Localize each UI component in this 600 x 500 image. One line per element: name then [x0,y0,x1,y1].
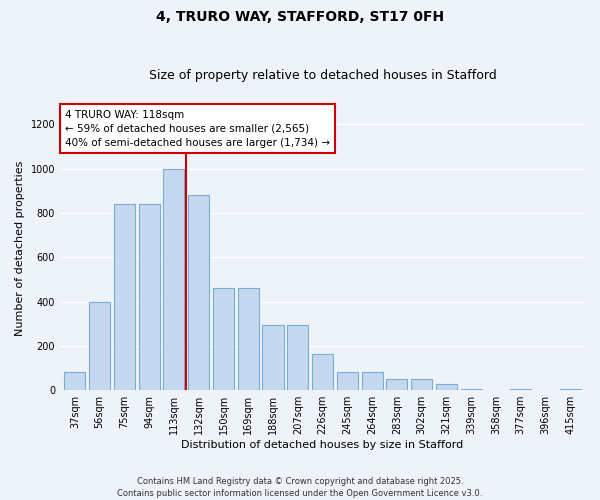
X-axis label: Distribution of detached houses by size in Stafford: Distribution of detached houses by size … [181,440,464,450]
Bar [560,389,581,390]
Y-axis label: Number of detached properties: Number of detached properties [15,161,25,336]
Bar [64,372,85,390]
Bar [238,288,259,390]
Bar [411,379,432,390]
Bar [89,302,110,390]
Bar [386,379,407,390]
Bar [139,204,160,390]
Bar [337,372,358,390]
Bar [436,384,457,390]
Text: 4 TRURO WAY: 118sqm
← 59% of detached houses are smaller (2,565)
40% of semi-det: 4 TRURO WAY: 118sqm ← 59% of detached ho… [65,110,330,148]
Title: Size of property relative to detached houses in Stafford: Size of property relative to detached ho… [149,69,496,82]
Text: 4, TRURO WAY, STAFFORD, ST17 0FH: 4, TRURO WAY, STAFFORD, ST17 0FH [156,10,444,24]
Text: Contains HM Land Registry data © Crown copyright and database right 2025.
Contai: Contains HM Land Registry data © Crown c… [118,476,482,498]
Bar [188,196,209,390]
Bar [510,389,531,390]
Bar [163,169,184,390]
Bar [287,325,308,390]
Bar [114,204,135,390]
Bar [262,325,284,390]
Bar [213,288,234,390]
Bar [461,389,482,390]
Bar [362,372,383,390]
Bar [312,354,333,390]
